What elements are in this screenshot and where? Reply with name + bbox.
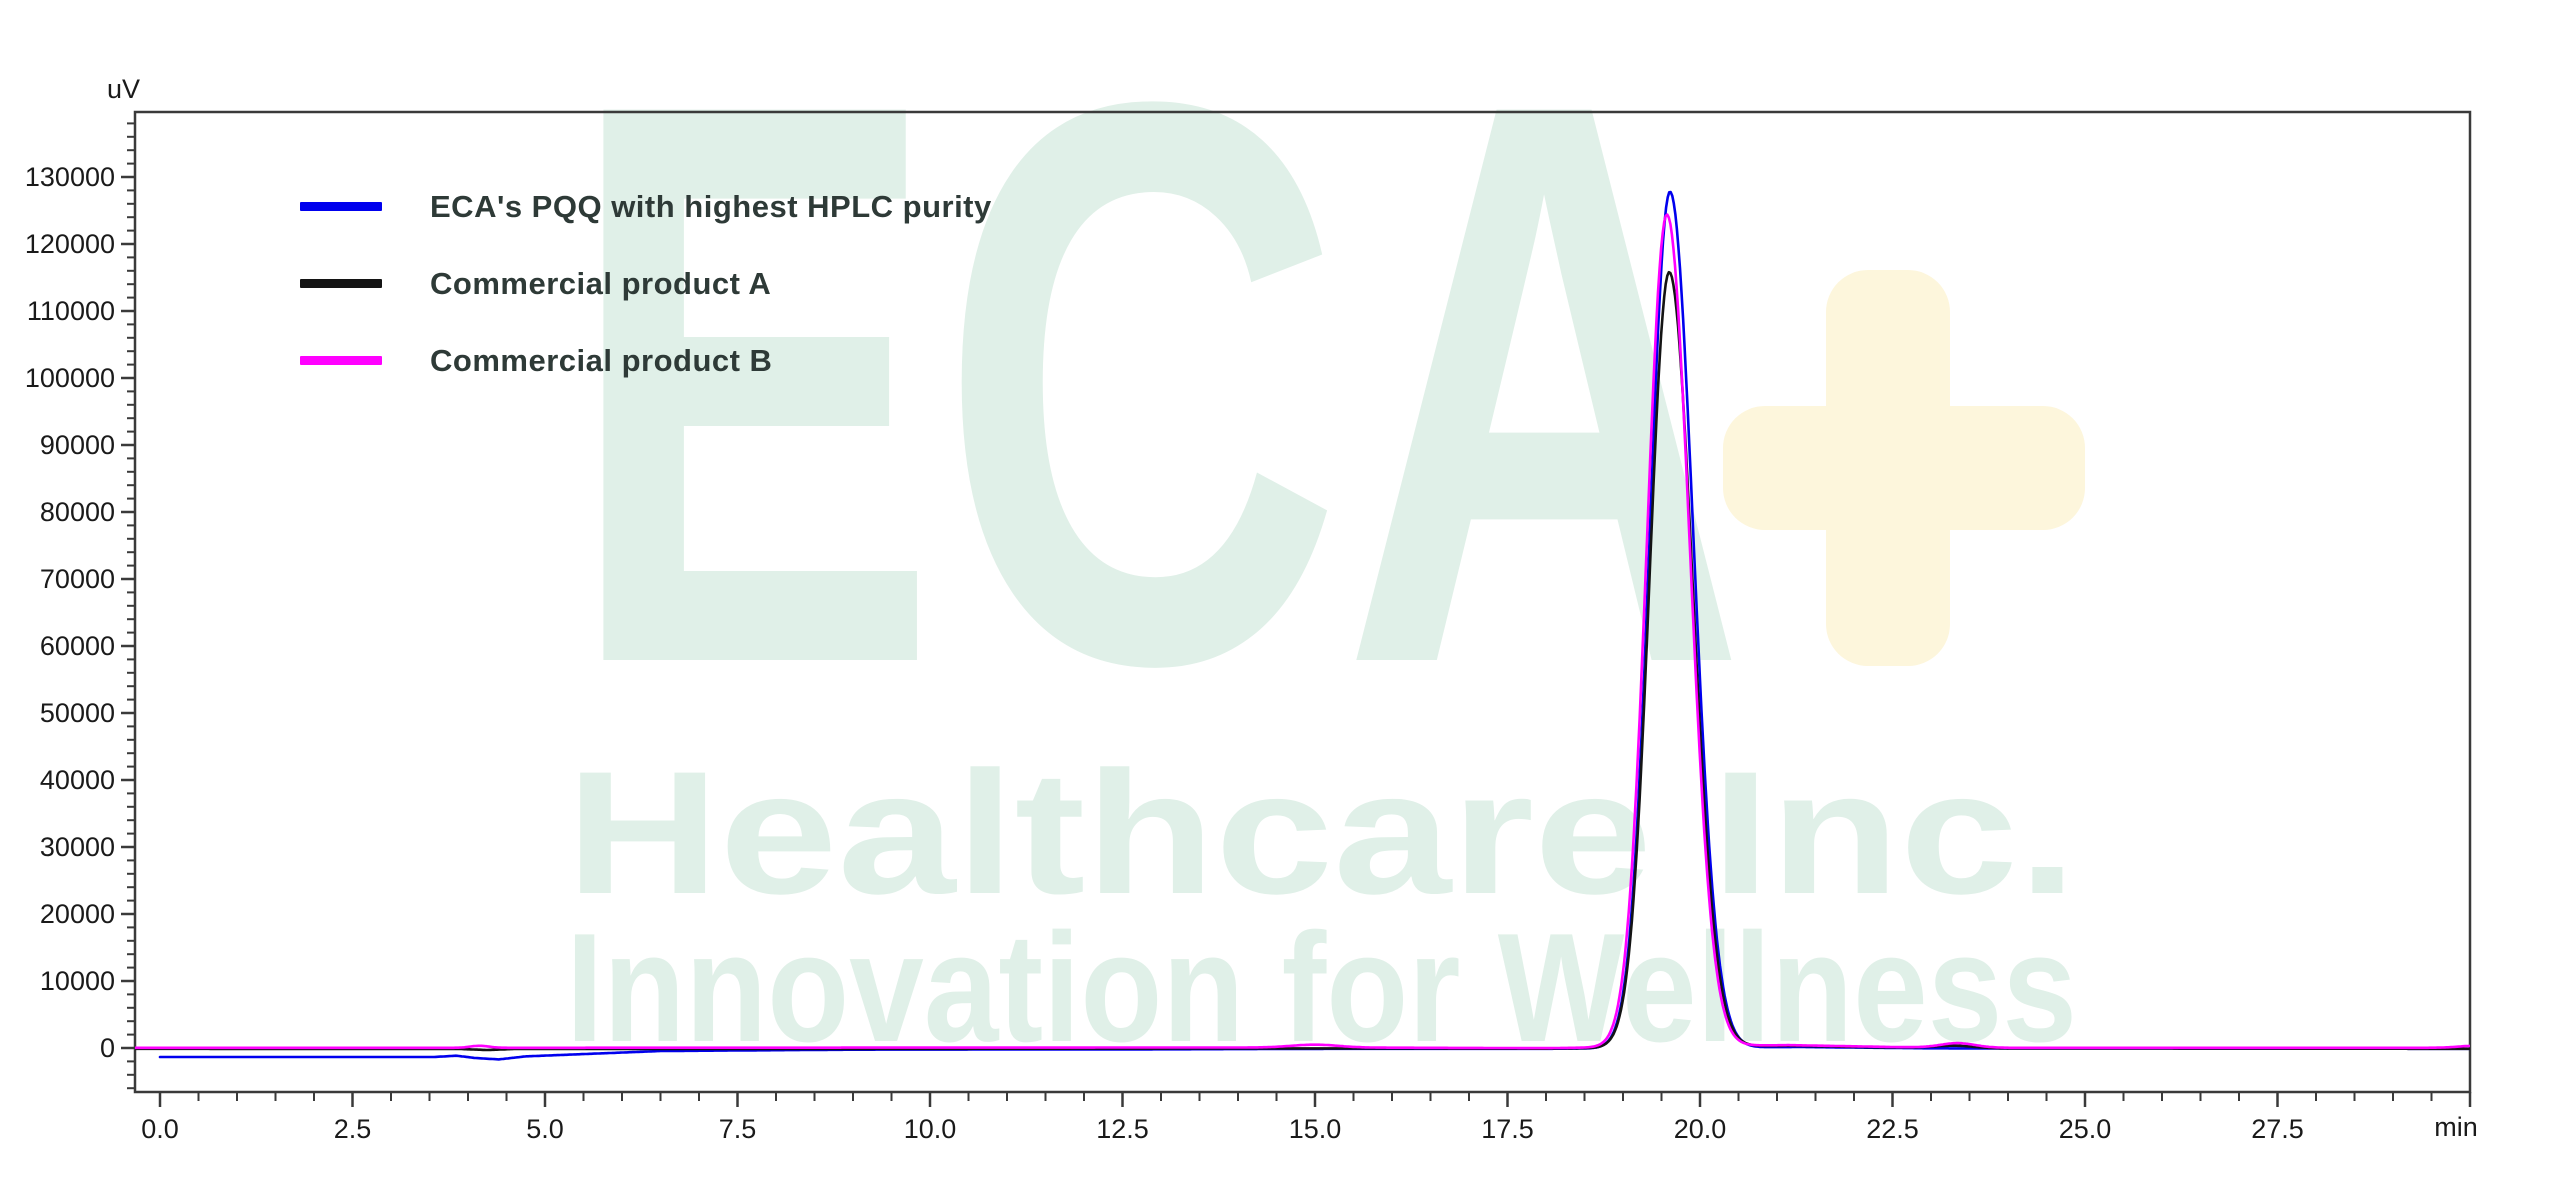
watermark: ECA Healthcare Inc. Innovation for Welln… (566, 0, 2085, 1074)
legend-item-product-b: Commercial product B (300, 322, 992, 399)
legend-swatch-magenta (300, 356, 382, 365)
trace-product-b (135, 213, 2470, 1050)
svg-text:80000: 80000 (40, 497, 115, 527)
svg-text:17.5: 17.5 (1481, 1114, 1534, 1144)
x-axis-unit-label: min (2434, 1112, 2478, 1142)
svg-text:10.0: 10.0 (904, 1114, 957, 1144)
svg-text:2.5: 2.5 (334, 1114, 372, 1144)
plot-border (133, 110, 2472, 1094)
svg-text:22.5: 22.5 (1866, 1114, 1919, 1144)
svg-text:110000: 110000 (27, 296, 115, 326)
svg-text:90000: 90000 (40, 430, 115, 460)
legend-label: Commercial product A (430, 265, 772, 301)
svg-text:100000: 100000 (25, 363, 115, 393)
legend-item-product-a: Commercial product A (300, 245, 992, 322)
watermark-eca-logo: ECA (566, 0, 1746, 830)
chromatogram-traces (135, 190, 2470, 1061)
y-axis-unit-label: uV (107, 74, 140, 104)
legend-label: Commercial product B (430, 342, 773, 378)
svg-text:0.0: 0.0 (141, 1114, 179, 1144)
svg-text:20000: 20000 (40, 899, 115, 929)
svg-text:12.5: 12.5 (1096, 1114, 1149, 1144)
svg-text:10000: 10000 (40, 966, 115, 996)
watermark-healthcare-text: Healthcare Inc. (566, 736, 2077, 931)
legend-swatch-blue (300, 202, 382, 211)
axis-ticks (121, 122, 2472, 1107)
legend-item-eca-pqq: ECA's PQQ with highest HPLC purity (300, 168, 992, 245)
svg-text:25.0: 25.0 (2059, 1114, 2112, 1144)
legend-label: ECA's PQQ with highest HPLC purity (430, 188, 992, 224)
svg-text:130000: 130000 (25, 162, 115, 192)
axis-tick-labels: 0 10000 20000 30000 40000 50000 60000 70000 8000… (25, 162, 2304, 1144)
svg-text:0: 0 (100, 1033, 115, 1063)
svg-text:15.0: 15.0 (1289, 1114, 1342, 1144)
svg-text:50000: 50000 (40, 698, 115, 728)
svg-text:40000: 40000 (40, 765, 115, 795)
svg-text:30000: 30000 (40, 832, 115, 862)
svg-text:20.0: 20.0 (1674, 1114, 1727, 1144)
svg-text:60000: 60000 (40, 631, 115, 661)
svg-text:120000: 120000 (25, 229, 115, 259)
svg-text:5.0: 5.0 (526, 1114, 564, 1144)
watermark-plus-icon (1723, 270, 2085, 666)
svg-text:70000: 70000 (40, 564, 115, 594)
legend: ECA's PQQ with highest HPLC purity Comme… (300, 168, 992, 399)
legend-swatch-black (300, 279, 382, 288)
svg-text:27.5: 27.5 (2251, 1114, 2304, 1144)
svg-text:7.5: 7.5 (719, 1114, 757, 1144)
